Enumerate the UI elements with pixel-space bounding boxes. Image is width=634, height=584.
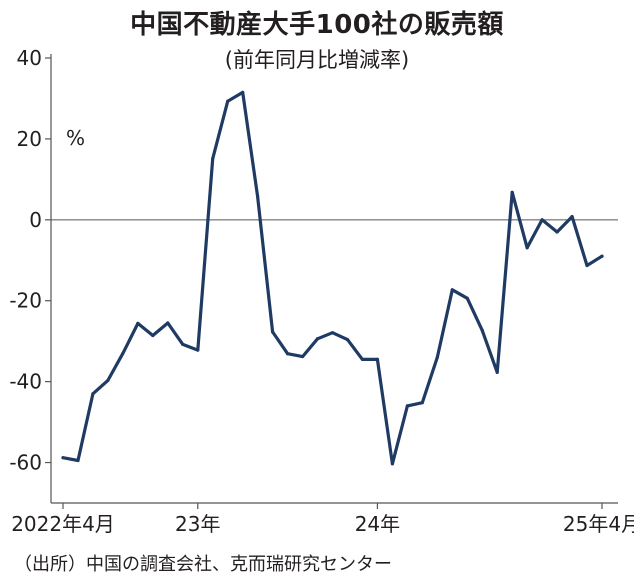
data-point xyxy=(375,357,380,361)
data-point xyxy=(540,218,544,222)
data-point xyxy=(241,90,245,94)
data-point xyxy=(360,357,365,361)
data-point xyxy=(510,190,514,194)
data-point xyxy=(166,321,170,325)
chart-subtitle: (前年同月比増減率) xyxy=(224,48,410,72)
data-point xyxy=(121,351,125,355)
series-layer xyxy=(61,90,604,466)
data-point xyxy=(570,214,574,219)
data-point xyxy=(480,328,484,332)
data-point xyxy=(315,337,320,341)
data-point xyxy=(465,296,469,300)
data-point xyxy=(585,263,589,268)
data-point xyxy=(300,354,305,359)
data-point xyxy=(226,99,230,103)
data-point xyxy=(181,342,185,347)
data-point xyxy=(435,355,439,359)
y-tick-label: -60 xyxy=(9,451,42,475)
data-point xyxy=(196,348,200,352)
x-tick-label: 25年4月 xyxy=(563,512,634,536)
x-tick-label: 24年 xyxy=(355,512,400,536)
y-tick-label: -40 xyxy=(9,370,42,394)
x-tick-label: 23年 xyxy=(175,512,220,536)
data-point xyxy=(151,333,155,338)
data-point xyxy=(211,157,215,161)
chart-title: 中国不動産大手100社の販売額 xyxy=(130,10,504,40)
data-point xyxy=(600,254,604,258)
data-point xyxy=(271,330,275,334)
data-point xyxy=(61,456,65,460)
series-line xyxy=(61,90,604,466)
data-point xyxy=(330,331,335,335)
data-point xyxy=(525,246,529,250)
y-tick-label: 20 xyxy=(17,127,42,151)
x-tick-label: 2022年4月 xyxy=(11,512,115,536)
unit-label: % xyxy=(66,126,85,150)
y-tick-label: 0 xyxy=(29,208,42,232)
x-axis: 2022年4月 23年 24年 25年4月 xyxy=(11,502,634,536)
data-point xyxy=(450,288,454,292)
data-point xyxy=(495,370,499,374)
data-point xyxy=(405,404,409,408)
y-tick-label: -20 xyxy=(9,289,42,313)
data-point xyxy=(91,392,95,396)
data-point xyxy=(256,194,260,198)
data-point xyxy=(136,321,140,325)
y-axis: 40 20 0 -20 -40 -60 xyxy=(9,46,618,503)
data-point xyxy=(76,458,80,463)
data-point xyxy=(420,401,424,405)
data-point xyxy=(390,462,394,466)
data-point xyxy=(345,337,350,342)
data-point xyxy=(555,230,559,234)
data-point xyxy=(106,378,110,383)
data-point xyxy=(285,352,290,356)
source-note: （出所）中国の調査会社、克而瑞研究センター xyxy=(14,554,392,575)
y-tick-label: 40 xyxy=(17,46,42,70)
